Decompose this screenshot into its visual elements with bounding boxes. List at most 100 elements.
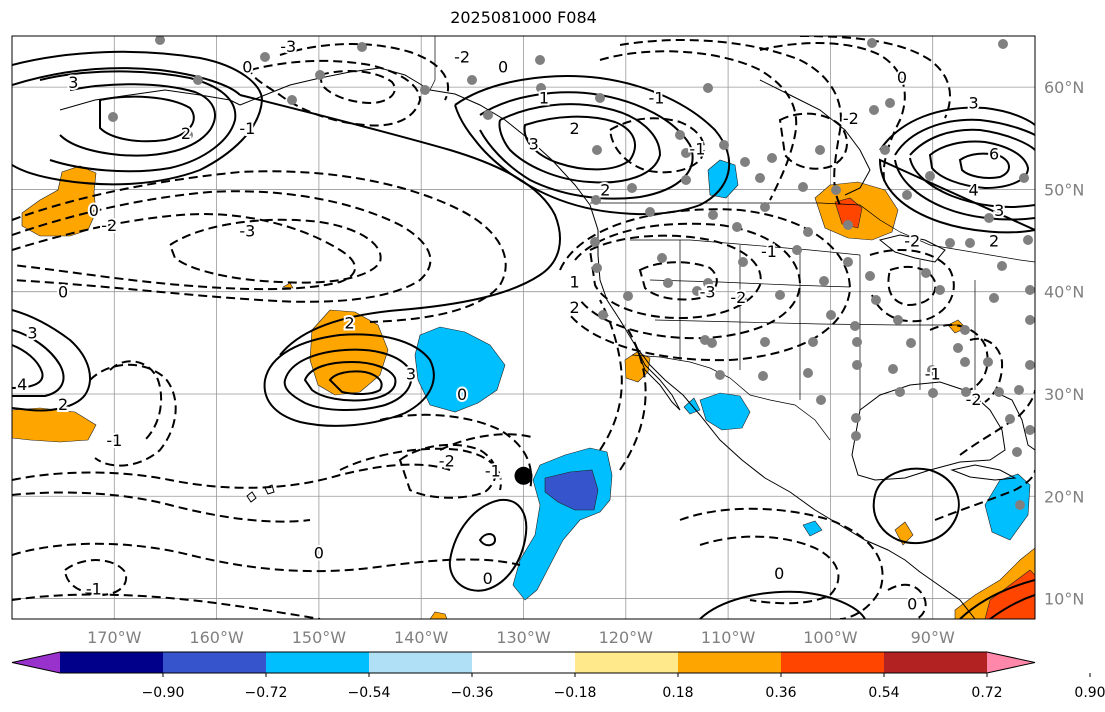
shade-mexico-blue [699,392,751,431]
lon-tick-label: 90°W [911,628,955,647]
contour-label: -2 [439,451,455,470]
gridlines [12,36,1035,619]
colorbar-extend-max [987,652,1035,673]
colorbar-segment [266,652,370,673]
contour-label: -3 [280,37,296,56]
station-dots [108,36,1035,510]
coastline-hudson [759,79,871,196]
contour-label: 3 [969,93,979,112]
colorbar-tick-label: 0.54 [868,685,899,701]
contour-label: -2 [730,288,746,307]
colorbar [11,651,1036,674]
colorbar-outline [11,651,1036,674]
coastline-gulf [851,381,1006,481]
colorbar-tick-label: −0.18 [554,685,597,701]
contour-label: -1 [86,579,102,598]
contour-label: -3 [239,221,255,240]
contour-label: 0 [483,569,493,588]
contour-label: 3 [406,365,416,384]
shade-small-orange-mid [282,282,294,289]
contour-label: 0 [907,595,917,614]
contour-label: -2 [904,232,920,251]
contour-label: 0 [677,615,687,634]
shade-south-darkblue [544,469,599,511]
border-alaska-canada [429,36,436,91]
colorbar-segment [472,652,576,673]
colorbar-tick-label: 0.36 [765,685,796,701]
contour-label: 4 [969,180,979,199]
colorbar-tick-label: 0.18 [662,685,693,701]
map-frame [11,35,1036,620]
contour-label: -2 [843,109,859,128]
contour-label: -1 [649,88,665,107]
colorbar-segment [678,652,782,673]
shade-se-red [984,569,1035,619]
contour-label: 4 [17,375,27,394]
lat-tick-label: 30°N [1044,385,1084,404]
colorbar-segment [575,652,679,673]
contour-label: 0 [242,58,252,77]
colorbar-tick-label: −0.36 [451,685,494,701]
coastline-alaska-south [239,67,431,106]
colorbar-segment [369,652,473,673]
contour-label: 0 [58,283,68,302]
contour-label: 0 [314,544,324,563]
contour-label: 3 [529,134,539,153]
contour-label: -3 [700,283,716,302]
lat-tick-label: 60°N [1044,78,1084,97]
colorbar-tick-label: −0.72 [245,685,288,701]
lon-tick-label: 110°W [701,628,756,647]
coastline-florida-east [994,391,1035,451]
colorbar-segment [781,652,885,673]
contour-label: 2 [58,395,68,414]
contour-label: 1 [570,272,580,291]
contour-label: -1 [485,462,501,481]
contour-label: 2 [570,119,580,138]
coastline-hawaii [246,484,275,503]
longitude-labels: 170°W 160°W 150°W 140°W 130°W 120°W 110°W 100°W… [87,628,955,647]
shade-central-blue [414,326,506,413]
contour-label: 0 [457,385,467,404]
contour-label: -2 [101,216,117,235]
shade-plains-red [834,197,863,229]
lon-tick-label: 170°W [87,628,142,647]
contour-label: -1 [925,365,941,384]
map-area[interactable]: 32 -10-2 -30-3-201232-1-1-2-2-1-2-31203643… [12,35,1035,634]
contour-label: 6 [989,145,999,164]
coastline-great-lakes [878,234,946,263]
contour-label: 2 [344,313,354,332]
coastline-baja [634,344,681,411]
contour-label: -2 [966,390,982,409]
colorbar-tick-label: 0.90 [1074,685,1105,701]
contour-label: -2 [454,47,470,66]
colorbar-segment [163,652,267,673]
colorbar-extend-min [12,652,60,673]
contour-label: -1 [239,119,255,138]
colorbar-labels: −0.90 −0.72 −0.54 −0.36 −0.18 0.18 0.36 0.54 0.7… [142,673,1105,701]
contour-labels: 32 -10-2 -30-3-201232-1-1-2-2-1-2-31203643… [15,36,1006,634]
lat-tick-label: 50°N [1044,180,1084,199]
contour-label: 0 [774,564,784,583]
colorbar-tick-label: −0.54 [348,685,391,701]
lat-tick-label: 20°N [1044,487,1084,506]
contour-label: 0 [897,68,907,87]
contour-label: 2 [570,298,580,317]
shade-west-pacific-orange [21,165,97,237]
contour-label: 0 [498,58,508,77]
lon-tick-label: 160°W [189,628,244,647]
shade-epac-blue-small [802,520,823,537]
contour-label: 0 [89,201,99,220]
contour-label: 1 [539,88,549,107]
border-us-canada [590,202,1035,263]
lon-tick-label: 100°W [803,628,858,647]
colorbar-segment [60,652,164,673]
latitude-labels: 60°N 50°N 40°N 30°N 20°N 10°N [1044,78,1084,608]
lon-tick-label: 130°W [496,628,551,647]
shade-canada-blue [707,159,739,199]
contour-label: -1 [761,242,777,261]
lon-tick-label: 140°W [394,628,449,647]
plot-title: 2025081000 F084 [450,8,597,27]
lat-tick-label: 40°N [1044,283,1084,302]
storm-center-marker [514,466,533,485]
